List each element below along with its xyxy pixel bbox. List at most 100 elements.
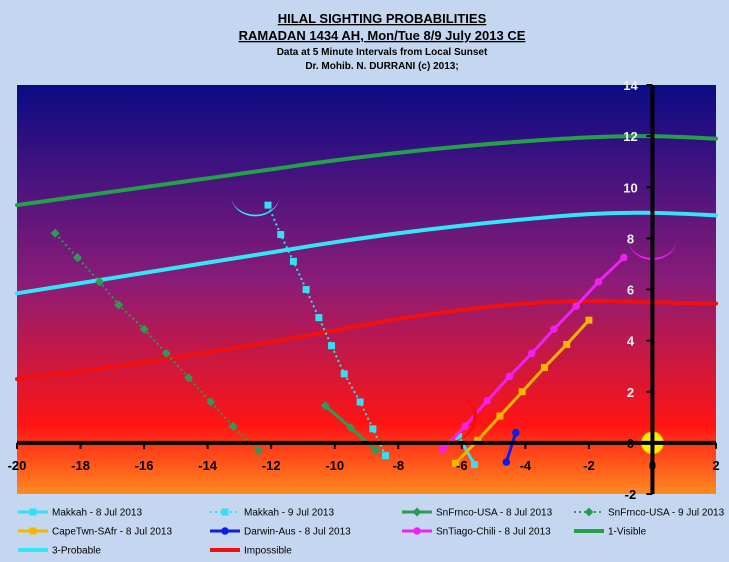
data-point-makkah-9-jul-2013-9 (369, 425, 377, 433)
x-tick-label-4: -14 (198, 458, 218, 473)
legend-item-impossible: Impossible (210, 546, 292, 557)
y-tick-label-3: 2 (627, 385, 634, 400)
legend-marker-makkah-9-jul-2013 (221, 508, 229, 516)
data-point-sntiago-chili-8-jul-2013-4 (505, 372, 514, 381)
data-point-capetwn-safr-8-jul-2013-7 (585, 316, 593, 324)
legend-item-1-visible: 1-Visible (574, 527, 647, 538)
data-point-sntiago-chili-8-jul-2013-2 (461, 422, 469, 431)
series-sntiago-chili-8-jul-2013 (438, 253, 628, 454)
data-point-capetwn-safr-8-jul-2013-5 (540, 363, 548, 371)
legend-item-3-probable: 3-Probable (18, 546, 101, 557)
legend-marker-snfrnco-usa-9-jul-2013 (584, 507, 594, 517)
x-tick-label-1: -20 (8, 458, 27, 473)
data-point-sntiago-chili-8-jul-2013-6 (550, 325, 558, 333)
data-point-capetwn-safr-8-jul-2013-4 (518, 388, 526, 396)
data-point-makkah-9-jul-2013-3 (289, 257, 297, 265)
data-point-sntiago-chili-8-jul-2013-3 (483, 396, 492, 405)
series-makkah-9-jul-2013 (264, 201, 390, 460)
legend-item-snfrnco-usa-9-jul-2013: SnFrnco-USA - 9 Jul 2013 (574, 507, 725, 519)
plot-series (15, 134, 718, 469)
series-snfrnco-usa-9-jul-2013 (50, 228, 263, 456)
data-point-makkah-9-jul-2013-7 (340, 370, 348, 378)
data-point-snfrnco-usa-9-jul-2013-6 (161, 348, 171, 358)
y-tick-label-1: -2 (625, 487, 637, 502)
data-point-sntiago-chili-8-jul-2013-9 (620, 253, 628, 262)
series-line-3-probable (15, 210, 718, 296)
y-tick-label-8: 12 (623, 129, 637, 144)
legend-label-1-visible: 1-Visible (608, 527, 647, 538)
data-point-makkah-8-jul-2013-2 (471, 461, 479, 469)
legend-marker-sntiago-chili-8-jul-2013 (413, 527, 421, 535)
data-point-sntiago-chili-8-jul-2013-7 (572, 302, 580, 310)
data-point-snfrnco-usa-9-jul-2013-2 (72, 253, 82, 263)
data-point-capetwn-safr-8-jul-2013-6 (563, 340, 571, 348)
legend-label-makkah-8-jul-2013: Makkah - 8 Jul 2013 (52, 508, 142, 519)
series-3-probable (15, 210, 718, 296)
crescent-moon-icon-3 (449, 393, 478, 442)
data-point-snfrnco-usa-9-jul-2013-7 (184, 373, 194, 383)
data-point-makkah-9-jul-2013-1 (264, 201, 272, 209)
legend-marker-capetwn-safr-8-jul-2013 (29, 527, 37, 535)
legend-item-capetwn-safr-8-jul-2013: CapeTwn-SAfr - 8 Jul 2013 (18, 527, 172, 538)
legend-item-makkah-8-jul-2013: Makkah - 8 Jul 2013 (18, 508, 142, 519)
data-point-makkah-8-jul-2013-1 (455, 432, 463, 440)
plot-axes: -20 -18 -16 -14 -12 -10 -8 -6 -4 -2 0 2-20246810121… (8, 78, 720, 502)
data-point-snfrnco-usa-9-jul-2013-4 (114, 300, 124, 310)
series-line-makkah-9-jul-2013 (267, 204, 387, 457)
data-point-sntiago-chili-8-jul-2013-1 (438, 445, 447, 454)
legend-label-darwin-aus-8-jul-2013: Darwin-Aus - 8 Jul 2013 (244, 527, 351, 538)
chart-title: HILAL SIGHTING PROBABILITIES (278, 11, 487, 26)
series-impossible (15, 298, 718, 381)
x-tick-label-7: -8 (392, 458, 404, 473)
y-tick-label-9: 14 (623, 78, 638, 93)
data-point-capetwn-safr-8-jul-2013-1 (451, 459, 459, 467)
legend-label-capetwn-safr-8-jul-2013: CapeTwn-SAfr - 8 Jul 2013 (52, 527, 172, 538)
series-1-visible (15, 134, 718, 208)
data-point-makkah-9-jul-2013-8 (356, 398, 364, 406)
legend-label-impossible: Impossible (244, 546, 292, 557)
chart-author: Dr. Mohib. N. DURRANI (c) 2013; (305, 61, 458, 72)
data-point-snfrnco-usa-9-jul-2013-5 (139, 324, 149, 334)
legend-marker-snfrnco-usa-8-jul-2013 (412, 507, 422, 517)
data-point-darwin-aus-8-jul-2013-1 (502, 458, 511, 466)
legend-label-snfrnco-usa-8-jul-2013: SnFrnco-USA - 8 Jul 2013 (436, 508, 553, 519)
legend-label-snfrnco-usa-9-jul-2013: SnFrnco-USA - 9 Jul 2013 (608, 508, 725, 519)
plot-area (17, 85, 716, 494)
legend: Makkah - 8 Jul 2013 Makkah - 9 Jul 2013 Sn… (18, 507, 725, 557)
data-point-snfrnco-usa-8-jul-2013-2 (346, 423, 356, 433)
data-point-sntiago-chili-8-jul-2013-5 (527, 349, 536, 358)
y-tick-label-2: 0 (627, 436, 634, 451)
data-point-snfrnco-usa-8-jul-2013-3 (371, 446, 381, 456)
data-point-makkah-9-jul-2013-5 (315, 314, 323, 322)
y-tick-label-6: 8 (627, 231, 634, 246)
y-tick-label-4: 4 (627, 334, 635, 349)
data-point-snfrnco-usa-9-jul-2013-8 (206, 397, 216, 407)
data-point-snfrnco-usa-9-jul-2013-9 (228, 421, 238, 431)
legend-marker-darwin-aus-8-jul-2013 (221, 527, 229, 535)
chart-subtitle-2: Data at 5 Minute Intervals from Local Su… (277, 47, 488, 58)
series-line-1-visible (15, 134, 718, 208)
data-point-capetwn-safr-8-jul-2013-2 (474, 436, 482, 444)
data-point-darwin-aus-8-jul-2013-2 (512, 428, 520, 437)
legend-item-snfrnco-usa-8-jul-2013: SnFrnco-USA - 8 Jul 2013 (402, 507, 553, 519)
series-capetwn-safr-8-jul-2013 (451, 316, 593, 467)
x-tick-label-12: 2 (712, 458, 719, 473)
x-tick-label-11: 0 (649, 458, 656, 473)
data-point-snfrnco-usa-9-jul-2013-1 (50, 228, 60, 238)
legend-item-makkah-9-jul-2013: Makkah - 9 Jul 2013 (210, 508, 334, 519)
data-point-makkah-9-jul-2013-4 (302, 286, 310, 293)
x-tick-label-2: -18 (71, 458, 90, 473)
data-point-snfrnco-usa-9-jul-2013-10 (253, 446, 263, 456)
legend-marker-makkah-8-jul-2013 (29, 508, 37, 516)
series-line-darwin-aus-8-jul-2013 (504, 432, 518, 463)
data-point-capetwn-safr-8-jul-2013-3 (496, 412, 504, 420)
chart-subtitle: RAMADAN 1434 AH, Mon/Tue 8/9 July 2013 C… (239, 28, 526, 43)
data-point-makkah-9-jul-2013-6 (328, 342, 336, 350)
data-point-makkah-9-jul-2013-2 (277, 231, 285, 239)
data-point-snfrnco-usa-8-jul-2013-1 (320, 401, 330, 411)
x-tick-label-9: -4 (520, 458, 532, 473)
series-darwin-aus-8-jul-2013 (502, 428, 520, 466)
data-point-sntiago-chili-8-jul-2013-8 (594, 278, 603, 286)
legend-item-darwin-aus-8-jul-2013: Darwin-Aus - 8 Jul 2013 (210, 527, 351, 538)
